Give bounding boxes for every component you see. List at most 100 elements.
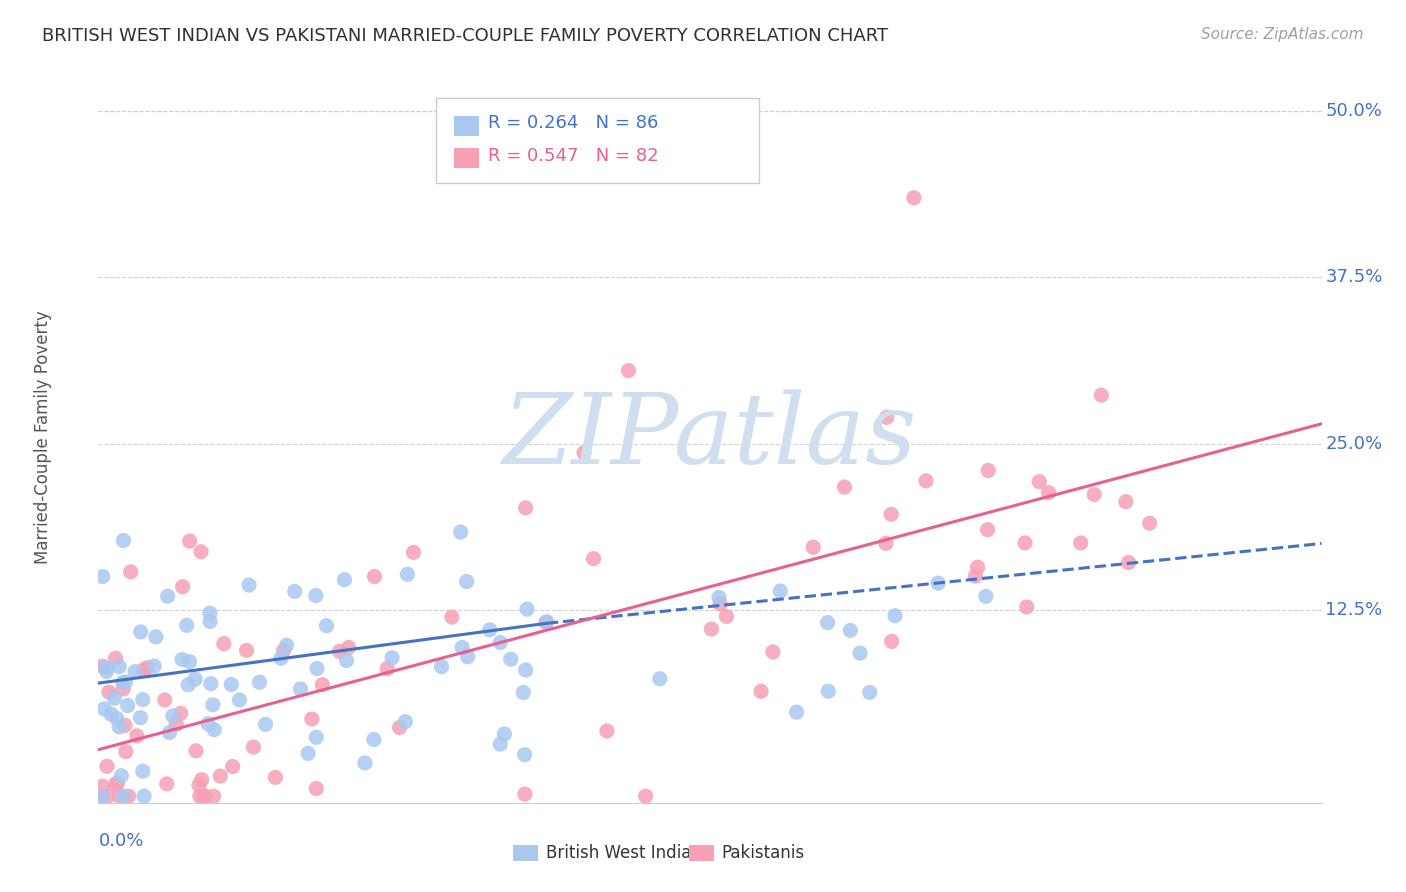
Point <box>328 644 350 658</box>
Point <box>1070 536 1092 550</box>
Point <box>238 578 260 592</box>
Point <box>315 618 337 632</box>
Point <box>976 523 998 537</box>
Point <box>381 650 404 665</box>
Point <box>786 705 808 719</box>
Point <box>94 660 117 674</box>
Point <box>172 580 194 594</box>
Point <box>184 672 207 686</box>
Point <box>311 678 333 692</box>
Point <box>536 615 558 629</box>
Text: 37.5%: 37.5% <box>1326 268 1382 286</box>
Text: BRITISH WEST INDIAN VS PAKISTANI MARRIED-COUPLE FAMILY POVERTY CORRELATION CHART: BRITISH WEST INDIAN VS PAKISTANI MARRIED… <box>42 27 889 45</box>
Point <box>451 640 474 655</box>
Point <box>143 659 166 673</box>
Text: Married-Couple Family Poverty: Married-Couple Family Poverty <box>34 310 52 564</box>
Point <box>634 789 657 804</box>
Point <box>209 769 232 783</box>
Point <box>572 446 595 460</box>
Point <box>270 651 292 665</box>
Point <box>700 622 723 636</box>
Text: 25.0%: 25.0% <box>1326 434 1382 453</box>
Text: 0.0%: 0.0% <box>98 832 143 850</box>
Point <box>93 702 115 716</box>
Point <box>834 480 856 494</box>
Point <box>388 721 411 735</box>
Point <box>456 574 478 589</box>
Point <box>157 725 180 739</box>
Text: R = 0.547   N = 82: R = 0.547 N = 82 <box>488 147 658 165</box>
Point <box>499 652 522 666</box>
Point <box>450 525 472 540</box>
Point <box>114 745 136 759</box>
Point <box>875 536 897 550</box>
Point <box>515 663 537 677</box>
Point <box>394 714 416 729</box>
Point <box>335 653 357 667</box>
Point <box>104 777 127 791</box>
Text: ZIPatlas: ZIPatlas <box>503 390 917 484</box>
Point <box>1014 536 1036 550</box>
Point <box>513 787 536 801</box>
Point <box>117 698 139 713</box>
Point <box>817 684 839 698</box>
Point <box>177 678 200 692</box>
Point <box>97 789 120 804</box>
Point <box>91 569 114 583</box>
Text: Source: ZipAtlas.com: Source: ZipAtlas.com <box>1201 27 1364 42</box>
Point <box>91 789 114 804</box>
Point <box>97 685 120 699</box>
Point <box>96 665 118 679</box>
Point <box>974 589 997 603</box>
Point <box>112 681 135 696</box>
Point <box>457 649 479 664</box>
Point <box>105 711 128 725</box>
Point <box>170 652 193 666</box>
Point <box>927 576 949 591</box>
Point <box>114 675 136 690</box>
Text: R = 0.264   N = 86: R = 0.264 N = 86 <box>488 114 658 132</box>
Point <box>709 597 731 611</box>
Point <box>165 717 187 731</box>
Point <box>136 661 159 675</box>
Point <box>430 659 453 673</box>
Point <box>515 500 537 515</box>
Point <box>202 723 225 737</box>
Point <box>190 772 212 787</box>
Point <box>966 560 988 574</box>
Point <box>839 624 862 638</box>
Point <box>202 789 225 804</box>
Point <box>91 659 114 673</box>
Point <box>915 474 938 488</box>
Point <box>184 744 207 758</box>
Point <box>188 789 211 804</box>
Point <box>1139 516 1161 531</box>
Point <box>1118 556 1140 570</box>
Point <box>859 685 882 699</box>
Point <box>849 646 872 660</box>
Point <box>100 706 122 721</box>
Point <box>114 718 136 732</box>
Point <box>112 789 135 804</box>
Point <box>125 729 148 743</box>
Point <box>190 545 212 559</box>
Point <box>156 777 179 791</box>
Point <box>884 608 907 623</box>
Point <box>91 779 114 793</box>
Point <box>305 661 328 675</box>
Point <box>440 610 463 624</box>
Point <box>354 756 377 770</box>
Text: British West Indians: British West Indians <box>546 844 710 862</box>
Point <box>107 776 129 790</box>
Point <box>1028 475 1050 489</box>
Point <box>96 759 118 773</box>
Point <box>305 589 328 603</box>
Point <box>254 717 277 731</box>
Point <box>91 789 114 804</box>
Point <box>290 681 312 696</box>
Point <box>111 675 134 690</box>
Point <box>965 569 987 583</box>
Point <box>880 634 903 648</box>
Point <box>129 624 152 639</box>
Point <box>176 618 198 632</box>
